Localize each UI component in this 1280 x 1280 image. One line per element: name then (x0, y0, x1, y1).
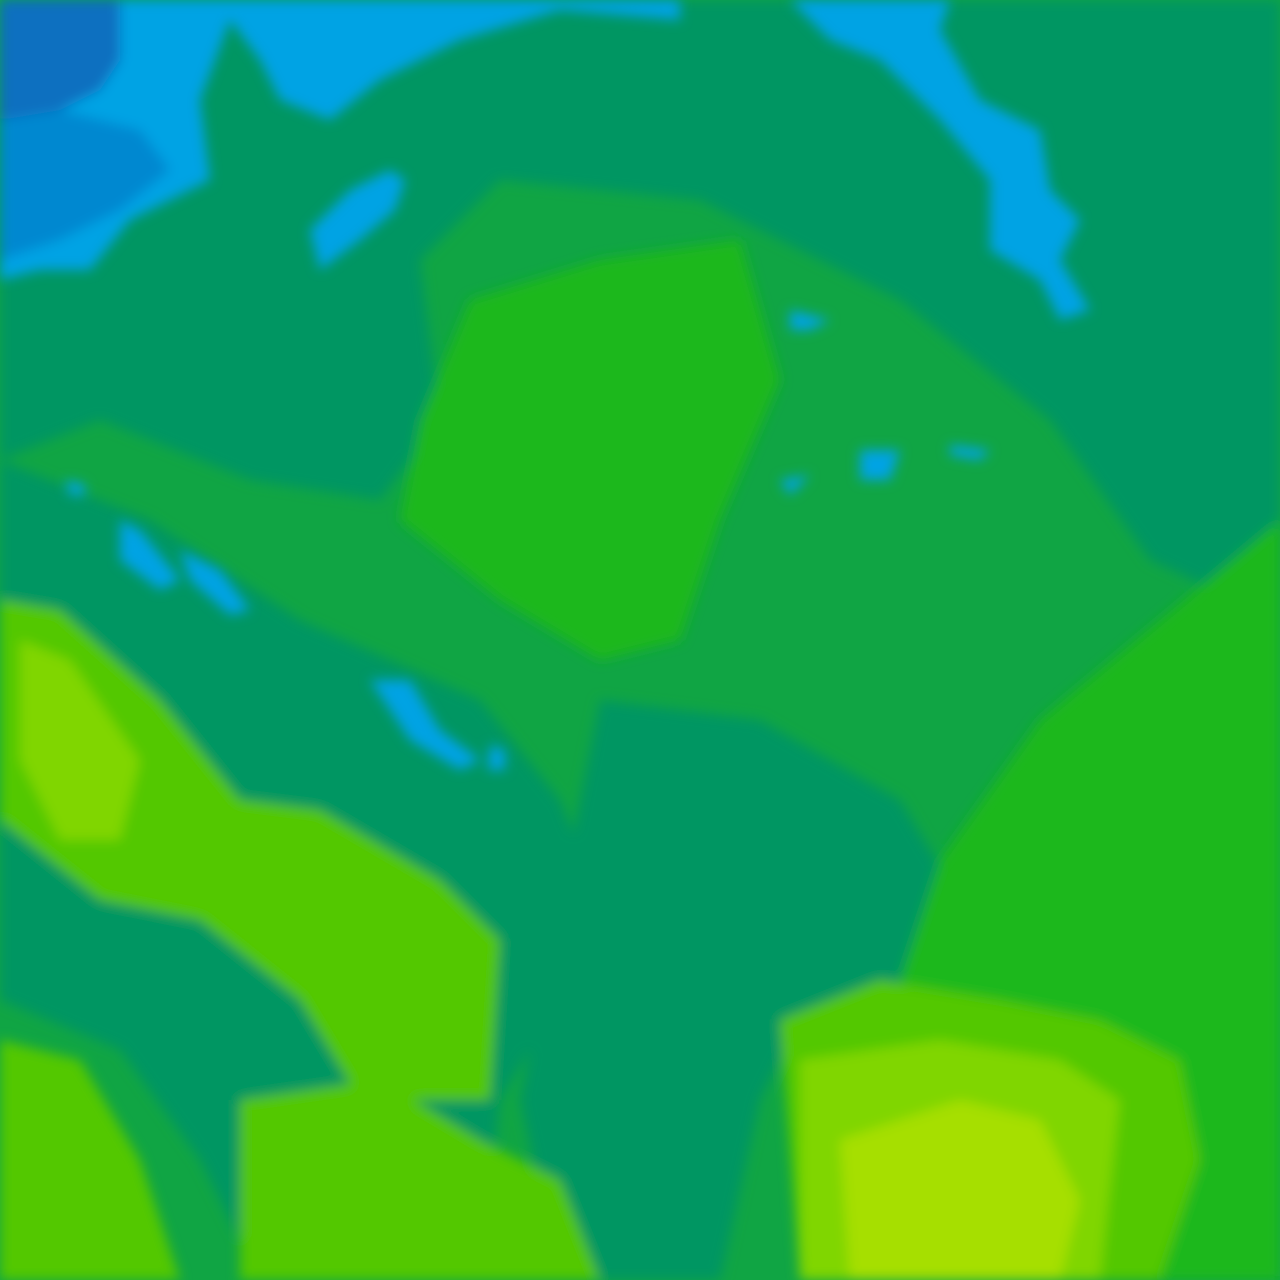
light-blue-region-northwest (0, 0, 680, 280)
light-blue-streak-west (120, 520, 480, 770)
teal-region-north (0, 0, 1280, 620)
light-blue-region-northeast (790, 0, 1090, 320)
lime-region-west (0, 600, 500, 1100)
yellow-green-region-west (20, 640, 140, 840)
yellow-region-southeast (840, 1100, 1080, 1280)
mid-blue-region-northwest (0, 110, 170, 260)
lime-region-southwest (0, 1040, 180, 1280)
light-blue-lake (310, 170, 405, 270)
lime-region-south (240, 1080, 600, 1280)
bright-green-region-center (400, 240, 780, 660)
teal-region-south (520, 700, 960, 1280)
